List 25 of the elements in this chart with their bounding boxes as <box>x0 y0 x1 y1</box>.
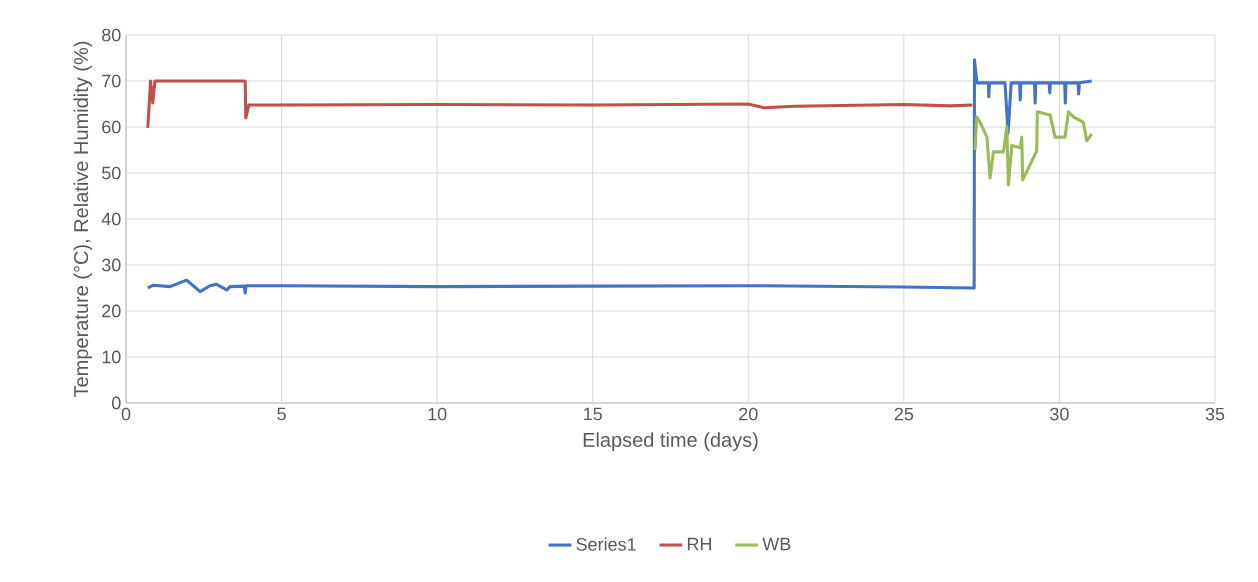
line-series <box>146 79 974 130</box>
y-tick-label: 70 <box>102 74 121 88</box>
y-tick-label: 0 <box>112 396 121 410</box>
y-tick-label: 80 <box>102 28 121 42</box>
y-tick-label: 50 <box>101 166 121 180</box>
x-tick-label: 30 <box>1050 407 1069 421</box>
x-tick-label: 10 <box>428 407 447 421</box>
line-series <box>146 58 1094 295</box>
line-series <box>973 110 1094 187</box>
x-tick-label: 5 <box>277 407 286 421</box>
y-tick-label: 60 <box>102 120 121 134</box>
y-tick-label: 30 <box>101 258 121 272</box>
x-tick-label: 15 <box>584 407 602 421</box>
legend-label: WB <box>762 537 791 551</box>
y-tick-label: 10 <box>102 350 121 364</box>
x-tick-label: 0 <box>121 407 131 421</box>
y-tick-label: 20 <box>102 304 121 318</box>
x-tick-label: 25 <box>894 407 914 421</box>
legend-label: RH <box>687 537 711 551</box>
y-tick-label: 40 <box>101 212 121 226</box>
y-axis-title: Temperature (°C), Relative Humidity (%) <box>73 41 93 398</box>
legend-label: Series1 <box>576 537 636 551</box>
x-axis-title: Elapsed time (days) <box>583 432 758 451</box>
x-tick-label: 35 <box>1205 407 1225 421</box>
x-tick-label: 20 <box>739 407 758 421</box>
